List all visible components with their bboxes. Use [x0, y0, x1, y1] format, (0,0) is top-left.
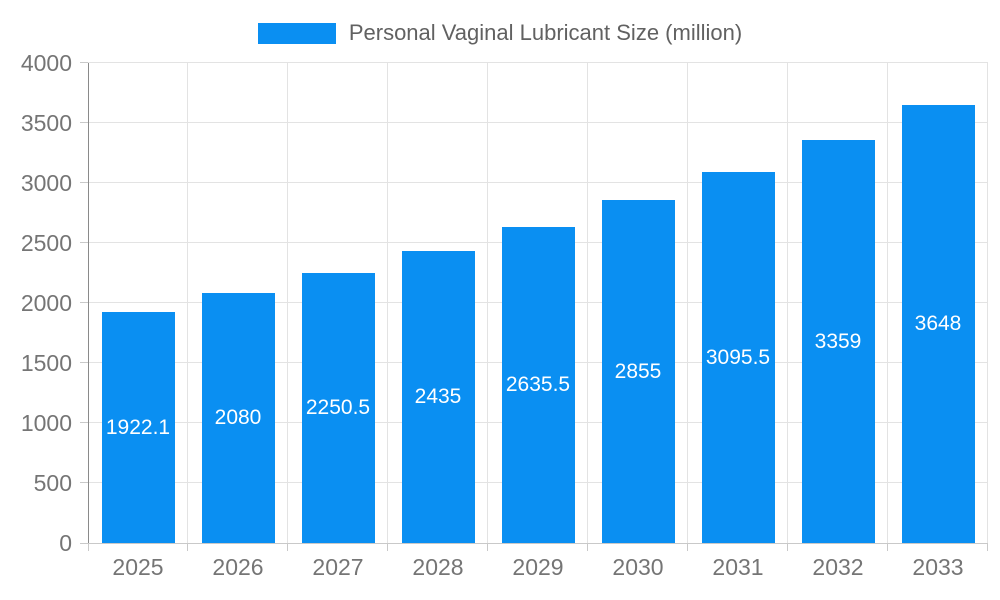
v-gridline [487, 63, 488, 543]
x-axis-tick [88, 543, 89, 551]
y-axis-tick [80, 242, 88, 243]
y-axis-tick-label: 0 [59, 530, 72, 556]
legend-label: Personal Vaginal Lubricant Size (million… [348, 20, 743, 45]
x-axis-tick [687, 543, 688, 551]
bar-2029[interactable]: 2635.5 [501, 227, 575, 543]
y-axis-line [88, 63, 89, 551]
x-axis-tick-label: 2032 [812, 554, 864, 580]
x-axis-tick [287, 543, 288, 551]
x-axis-tick-label: 2027 [312, 554, 364, 580]
bar-value-label: 2635.5 [505, 373, 571, 396]
v-gridline [887, 63, 888, 543]
h-gridline [88, 543, 988, 544]
x-axis-tick [387, 543, 388, 551]
y-axis-tick [80, 62, 88, 63]
bar-2026[interactable]: 2080 [201, 293, 275, 543]
y-axis-tick [80, 543, 88, 544]
bar-value-label: 2855 [614, 359, 662, 383]
bar-2032[interactable]: 3359 [801, 140, 875, 543]
x-axis-tick-label: 2026 [212, 554, 264, 580]
y-axis-tick-label: 1000 [20, 410, 72, 436]
bar-value-label: 3095.5 [705, 345, 771, 369]
y-axis-tick-label: 4000 [20, 50, 72, 76]
y-axis-tick-label: 3500 [20, 110, 72, 136]
h-gridline [88, 182, 988, 183]
x-axis-tick [987, 543, 988, 551]
bar-value-label: 2250.5 [305, 396, 371, 419]
y-axis-tick [80, 182, 88, 183]
bar-value-label: 3648 [914, 312, 962, 335]
v-gridline [787, 63, 788, 543]
legend[interactable]: Personal Vaginal Lubricant Size (million… [0, 20, 1000, 46]
bar-2033[interactable]: 3648 [901, 105, 975, 543]
bar-value-label: 1922.1 [105, 415, 171, 439]
y-axis-tick-label: 3000 [20, 170, 72, 196]
x-axis-tick-label: 2025 [112, 554, 164, 580]
bar-value-label: 2435 [414, 385, 462, 408]
h-gridline [88, 62, 988, 63]
bar-2027[interactable]: 2250.5 [301, 273, 375, 543]
y-axis-tick [80, 122, 88, 123]
y-axis-tick-label: 500 [33, 470, 72, 496]
y-axis-tick [80, 422, 88, 423]
bar-value-label: 3359 [814, 329, 862, 353]
x-axis-tick-label: 2033 [912, 554, 964, 580]
x-axis-tick [587, 543, 588, 551]
bar-2025[interactable]: 1922.1 [101, 312, 175, 543]
v-gridline [287, 63, 288, 543]
y-axis-tick-label: 2000 [20, 290, 72, 316]
bar-2028[interactable]: 2435 [401, 251, 475, 543]
bar-value-label: 2080 [214, 406, 262, 429]
x-axis-tick [787, 543, 788, 551]
h-gridline [88, 122, 988, 123]
x-axis-tick-label: 2030 [612, 554, 664, 580]
x-axis-tick-label: 2031 [712, 554, 764, 580]
y-axis-tick [80, 302, 88, 303]
x-axis-tick-label: 2028 [412, 554, 464, 580]
y-axis-tick-label: 1500 [20, 350, 72, 376]
v-gridline [187, 63, 188, 543]
v-gridline [587, 63, 588, 543]
x-axis-tick-label: 2029 [512, 554, 564, 580]
bar-2031[interactable]: 3095.5 [701, 172, 775, 543]
y-axis-tick-label: 2500 [20, 230, 72, 256]
v-gridline [987, 63, 988, 543]
legend-swatch [257, 22, 336, 44]
v-gridline [387, 63, 388, 543]
x-axis-tick [187, 543, 188, 551]
x-axis-tick [887, 543, 888, 551]
bar-2030[interactable]: 2855 [601, 200, 675, 543]
x-axis-tick [487, 543, 488, 551]
y-axis-tick [80, 482, 88, 483]
y-axis-tick [80, 362, 88, 363]
plot-area: 1922.1 2080 2250.5 2435 2635.5 2855 3095.5 3359… [88, 62, 988, 544]
v-gridline [687, 63, 688, 543]
